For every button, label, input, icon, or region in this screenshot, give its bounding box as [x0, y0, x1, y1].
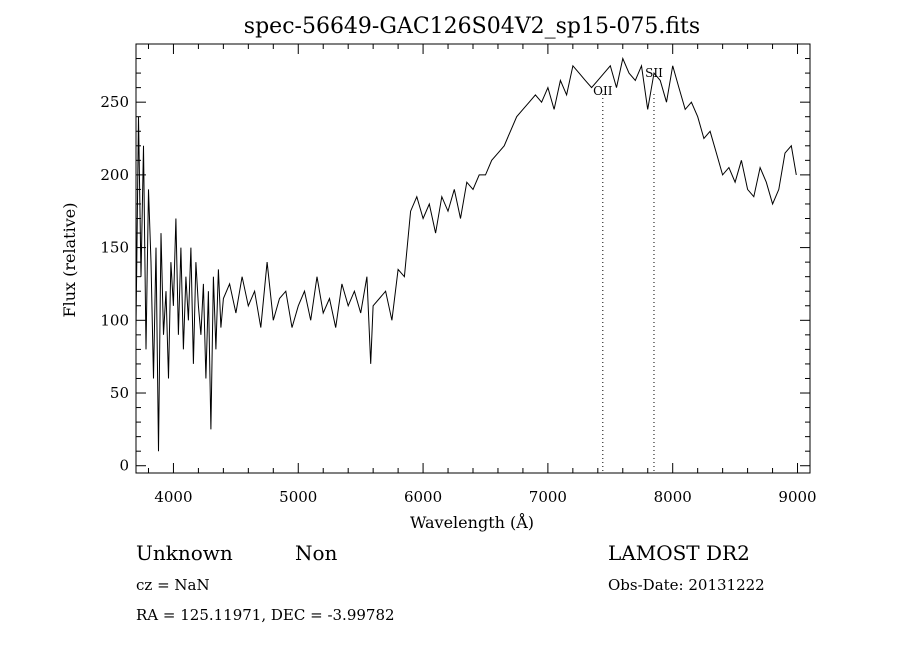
y-tick-label: 150 [100, 239, 129, 257]
x-tick-label: 4000 [154, 488, 192, 506]
y-tick-label: 200 [100, 166, 129, 184]
annotation-label: OII [593, 84, 613, 98]
survey-name: LAMOST DR2 [608, 541, 750, 565]
y-tick-label: 0 [119, 457, 129, 475]
y-axis-label: Flux (relative) [60, 203, 79, 318]
info-panel: Unknown Non cz = NaN RA = 125.11971, DEC… [136, 541, 765, 624]
x-axis-label: Wavelength (Å) [410, 512, 534, 532]
x-tick-label: 7000 [529, 488, 567, 506]
plot-frame [135, 43, 811, 474]
x-tick-label: 5000 [279, 488, 317, 506]
object-class: Unknown [136, 541, 233, 565]
plot-area: 4000 5000 6000 7000 8000 9000 0 50 100 150 200 250… [100, 43, 817, 506]
spectrum-line [135, 56, 797, 452]
x-tick-label: 9000 [778, 488, 816, 506]
obs-date: Obs-Date: 20131222 [608, 576, 765, 594]
ra-dec: RA = 125.11971, DEC = -3.99782 [136, 606, 395, 624]
x-tick-label: 8000 [654, 488, 692, 506]
redshift-cz: cz = NaN [136, 576, 210, 594]
object-subclass: Non [295, 541, 338, 565]
y-tick-label: 250 [100, 93, 129, 111]
x-axis: 4000 5000 6000 7000 8000 9000 [147, 44, 817, 506]
y-tick-label: 50 [110, 384, 129, 402]
y-tick-label: 100 [100, 311, 129, 329]
y-axis: 0 50 100 150 200 250 [100, 58, 810, 475]
x-tick-label: 6000 [404, 488, 442, 506]
chart-title: spec-56649-GAC126S04V2_sp15-075.fits [244, 14, 700, 39]
